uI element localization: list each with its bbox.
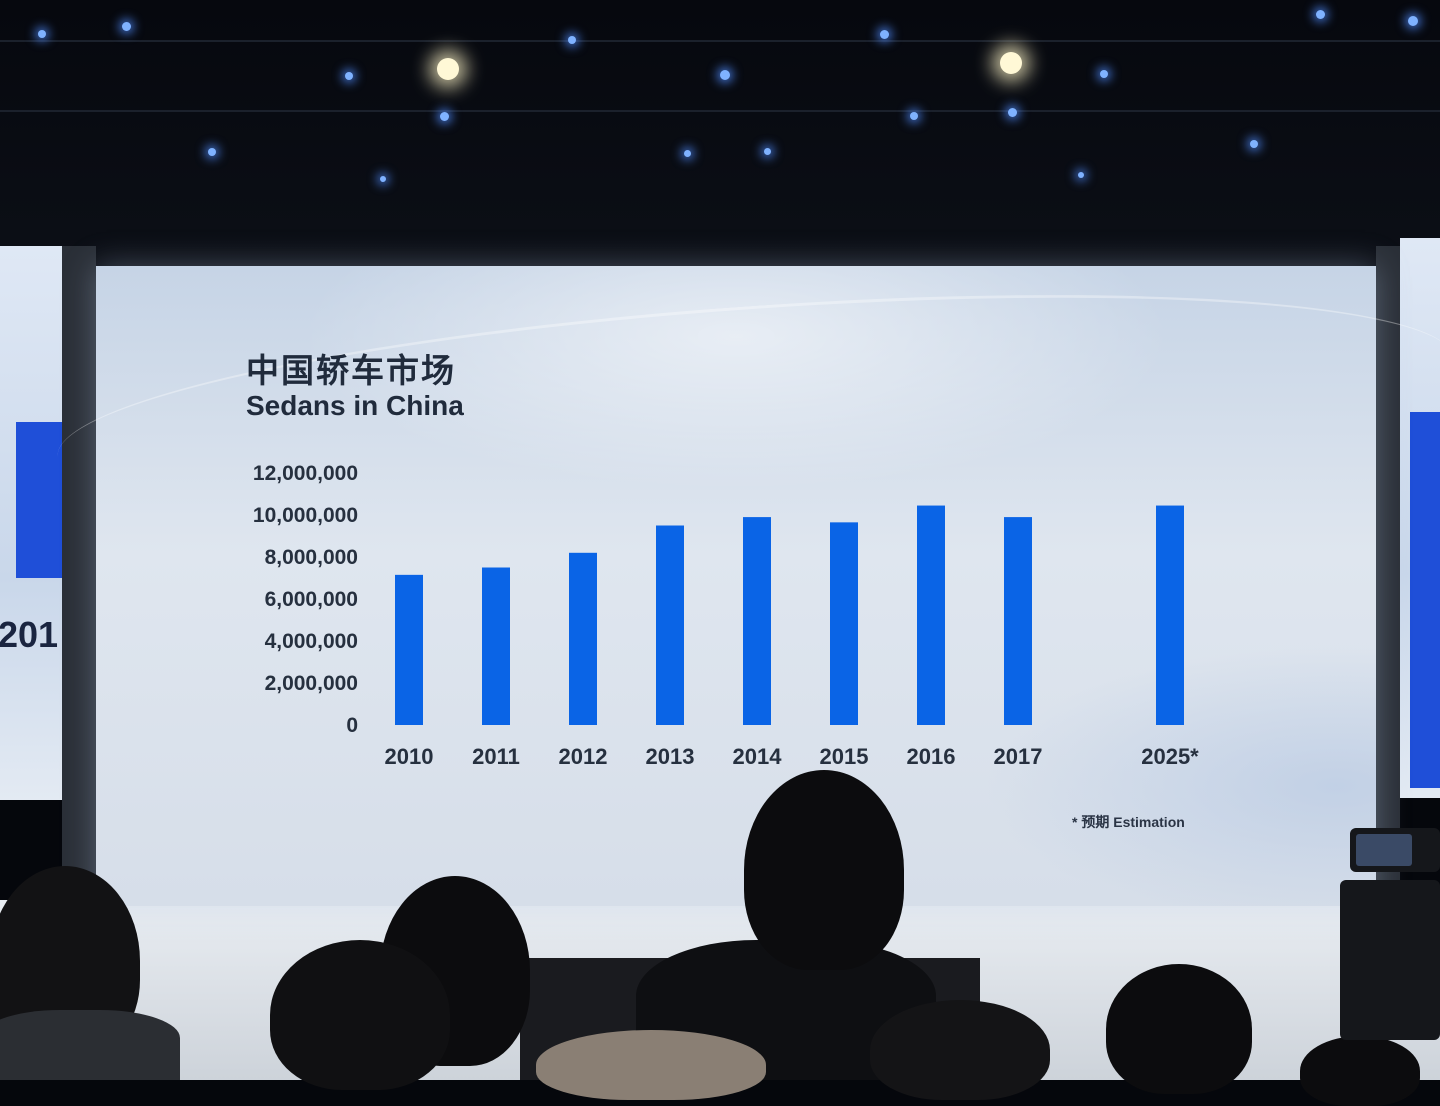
right-side-screen — [1400, 238, 1440, 798]
stage-light — [380, 176, 386, 182]
bar-2014 — [743, 517, 771, 725]
x-tick-label: 2010 — [385, 744, 434, 769]
stage-light — [1078, 172, 1084, 178]
x-tick-label: 2017 — [994, 744, 1043, 769]
bar-2015 — [830, 522, 858, 725]
spotlight — [437, 58, 459, 80]
stage-light — [568, 36, 576, 44]
y-tick-label: 6,000,000 — [265, 588, 358, 611]
audience-head — [870, 1000, 1050, 1100]
camera-monitor — [1350, 828, 1440, 872]
x-tick-label: 2012 — [559, 744, 608, 769]
bar-2010 — [395, 574, 423, 725]
y-tick-label: 8,000,000 — [265, 546, 358, 569]
sedans-bar-chart: 0 2,000,000 4,000,000 6,000,000 8,000,000 10,… — [253, 462, 1200, 769]
bar-series — [395, 505, 1184, 725]
audience-head — [1300, 1036, 1420, 1106]
stage-light — [122, 22, 131, 31]
video-camera — [1340, 880, 1440, 1040]
lighting-truss — [0, 40, 1440, 42]
stage-light — [208, 148, 216, 156]
slide-title-english: Sedans in China — [246, 390, 464, 421]
camera-monitor-screen — [1356, 834, 1412, 866]
x-tick-label: 2013 — [646, 744, 695, 769]
stage-light — [345, 72, 353, 80]
bar-2012 — [569, 552, 597, 725]
side-screen-text: 201 — [0, 614, 59, 655]
bar-2017 — [1004, 517, 1032, 725]
y-tick-label: 0 — [346, 714, 358, 737]
bar-2013 — [656, 525, 684, 725]
y-tick-label: 2,000,000 — [265, 672, 358, 695]
y-tick-label: 4,000,000 — [265, 630, 358, 653]
audience-head — [536, 1030, 766, 1100]
stage-pillar — [62, 246, 96, 906]
stage-light — [1316, 10, 1325, 19]
x-tick-label: 2011 — [472, 744, 520, 769]
stage-light — [910, 112, 918, 120]
y-tick-label: 12,000,000 — [253, 462, 358, 485]
side-screen-bar — [1410, 412, 1440, 788]
stage-light — [764, 148, 771, 155]
stage-light — [440, 112, 449, 121]
stage-light — [38, 30, 46, 38]
x-tick-label: 2025* — [1141, 744, 1199, 769]
stage-pillar — [1376, 246, 1400, 906]
x-tick-label: 2014 — [733, 744, 783, 769]
y-axis: 0 2,000,000 4,000,000 6,000,000 8,000,000 10,… — [253, 462, 358, 737]
bar-2011 — [482, 567, 510, 725]
stage-light — [1008, 108, 1017, 117]
audience-person — [0, 1010, 180, 1080]
audience-head — [1106, 964, 1252, 1094]
stage-light — [720, 70, 730, 80]
x-axis: 2010 2011 2012 2013 2014 2015 2016 2017 2025* — [385, 744, 1200, 769]
audience-head — [270, 940, 450, 1090]
stage-light — [684, 150, 691, 157]
side-screen-bar — [16, 422, 62, 578]
presentation-screen: 中国轿车市场 Sedans in China 0 2,000,000 4,000,0… — [50, 257, 1440, 906]
audience-head — [744, 770, 904, 970]
estimation-footnote: * 预期 Estimation — [1072, 814, 1185, 830]
x-tick-label: 2015 — [820, 744, 869, 769]
stage-light — [880, 30, 889, 39]
spotlight — [1000, 52, 1022, 74]
bar-2025-estimate — [1156, 505, 1184, 725]
stage-light — [1250, 140, 1258, 148]
lighting-truss — [0, 110, 1440, 112]
bar-2016 — [917, 505, 945, 725]
stage-light — [1408, 16, 1418, 26]
slide-title-chinese: 中国轿车市场 — [246, 351, 456, 390]
stage-ceiling — [0, 0, 1440, 270]
left-side-screen: 201 — [0, 246, 62, 800]
y-tick-label: 10,000,000 — [253, 504, 358, 527]
stage-light — [1100, 70, 1108, 78]
x-tick-label: 2016 — [907, 744, 956, 769]
